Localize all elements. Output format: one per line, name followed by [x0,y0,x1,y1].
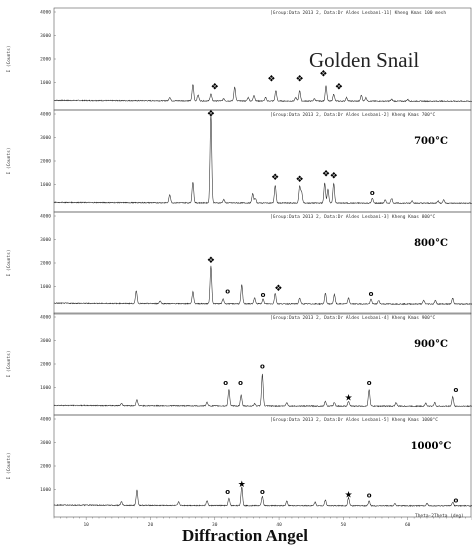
phase-marker-circle-900-3: o [367,379,372,387]
phase-marker-circle-900-2: o [260,363,265,371]
y-tick-label-raw-4000: 4000 [40,10,51,16]
phase-marker-circle-1000-4: o [367,492,372,500]
panel-temperature-label-900: 900°C [414,339,448,350]
panel-1000: [Group:Data 2013 2, Data:Dr Aldes Lesban… [40,414,472,518]
chart-title: Golden Snail [309,48,419,72]
phase-marker-star-900-5: ★ [344,393,352,403]
panel-header-700: [Group:Data 2013 2, Data:Dr Aldes Lesban… [270,112,436,118]
y-tick-label-1000-3000: 3000 [40,440,51,446]
phase-marker-circle-800-1: o [225,288,230,296]
x-tick-label-30: 30 [212,522,218,528]
panel-900: [Group:Data 2013 2, Data:Dr Aldes Lesban… [40,312,472,416]
series-line-900 [53,373,472,408]
y-axis-label-raw: I (Counts) [6,45,12,72]
panel-temperature-label-1000: 1000°C [411,441,452,452]
panel-800: [Group:Data 2013 2, Data:Dr Aldes Lesban… [40,211,472,315]
series-line-raw [53,84,472,103]
y-tick-label-900-2000: 2000 [40,362,51,368]
y-tick-label-800-2000: 2000 [40,261,51,267]
panel-temperature-label-700: 700°C [414,136,448,147]
phase-marker-circle-900-0: o [223,379,228,387]
series-line-700 [53,113,472,205]
phase-marker-circle-1000-5: o [454,496,459,504]
y-tick-label-1000-1000: 1000 [40,487,51,493]
y-tick-label-900-1000: 1000 [40,385,51,391]
y-tick-label-700-2000: 2000 [40,159,51,165]
phase-marker-diamond-raw-4: ❖ [335,83,343,93]
x-axis: 10 20 30 40 50 60 [53,517,472,528]
y-tick-label-800-1000: 1000 [40,284,51,290]
xrd-panels: [Group:Data 2013 2, Data:Dr Aldes Lesban… [40,7,472,518]
panel-700: [Group:Data 2013 2, Data:Dr Aldes Lesban… [40,109,472,213]
phase-marker-diamond-raw-2: ❖ [296,74,304,84]
x-axis-title: Diffraction Angel [182,526,308,545]
phase-marker-circle-1000-2: o [260,488,265,496]
y-tick-label-700-3000: 3000 [40,135,51,141]
panel-header-800: [Group:Data 2013 2, Data:Dr Aldes Lesban… [270,214,436,220]
series-line-1000 [53,486,472,507]
phase-marker-diamond-raw-0: ❖ [211,83,219,93]
y-tick-label-900-3000: 3000 [40,338,51,344]
phase-marker-diamond-raw-3: ❖ [319,70,327,80]
y-axis-labels: I (Counts) I (Counts) I (Counts) I (Counts)… [6,45,12,479]
y-tick-label-raw-2000: 2000 [40,57,51,63]
phase-marker-circle-800-2: o [261,291,266,299]
phase-marker-diamond-700-2: ❖ [296,175,304,185]
x-tick-label-50: 50 [341,522,347,528]
y-tick-label-700-4000: 4000 [40,112,51,118]
phase-marker-circle-900-4: o [454,386,459,394]
panel-header-raw: [Group:Data 2013 2, Data:Dr Aldes Lesban… [270,10,446,16]
phase-marker-circle-900-1: o [238,379,243,387]
y-axis-label-900: I (Counts) [6,350,12,377]
y-tick-label-raw-3000: 3000 [40,33,51,39]
phase-marker-diamond-raw-1: ❖ [267,74,275,84]
x-tick-label-10: 10 [83,522,89,528]
y-tick-label-700-1000: 1000 [40,182,51,188]
panel-header-1000: [Group:Data 2013 2, Data:Dr Aldes Lesban… [270,417,438,423]
phase-marker-star-1000-3: ★ [344,491,352,501]
phase-marker-diamond-700-0: ❖ [207,109,215,119]
x-tick-label-60: 60 [405,522,411,528]
phase-marker-diamond-700-3: ❖ [322,169,330,179]
phase-marker-diamond-700-4: ❖ [330,172,338,182]
phase-marker-diamond-800-3: ❖ [274,284,282,294]
x-tick-label-40: 40 [276,522,282,528]
y-tick-label-1000-2000: 2000 [40,464,51,470]
y-tick-label-raw-1000: 1000 [40,80,51,86]
phase-marker-circle-700-5: o [370,189,375,197]
panel-frame-1000 [53,414,472,518]
phase-marker-diamond-800-0: ❖ [207,256,215,266]
phase-marker-star-1000-1: ★ [238,480,246,490]
y-tick-label-900-4000: 4000 [40,315,51,321]
phase-marker-circle-800-4: o [369,290,374,298]
y-tick-label-800-3000: 3000 [40,237,51,243]
y-axis-label-800: I (Counts) [6,249,12,276]
x-tick-label-20: 20 [148,522,154,528]
phase-marker-diamond-700-1: ❖ [271,173,279,183]
y-axis-label-700: I (Counts) [6,147,12,174]
y-tick-label-800-4000: 4000 [40,214,51,220]
phase-marker-circle-1000-0: o [225,488,230,496]
y-axis-label-1000: I (Counts) [6,452,12,479]
series-line-800 [53,265,472,306]
panel-header-900: [Group:Data 2013 2, Data:Dr Aldes Lesban… [270,315,436,321]
panel-temperature-label-800: 800°C [414,238,448,249]
y-tick-label-1000-4000: 4000 [40,417,51,423]
x-axis-unit-label: Theta-2Theta (deg) [415,513,464,519]
panel-frame-700 [53,109,472,213]
